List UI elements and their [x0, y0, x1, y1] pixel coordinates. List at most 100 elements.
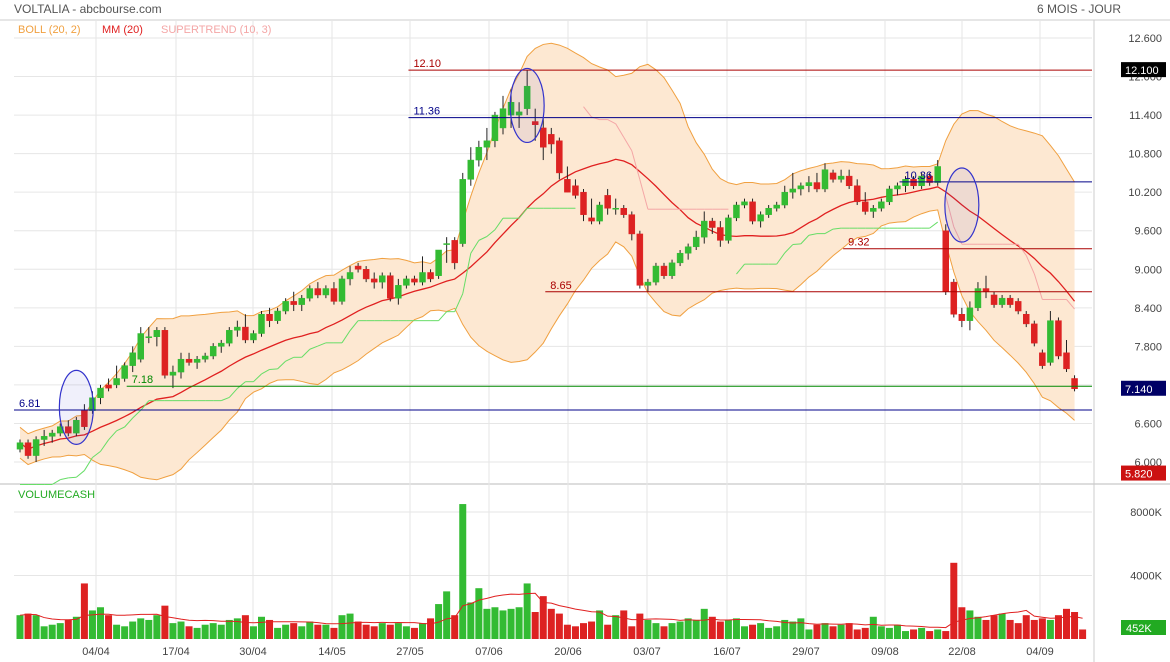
supertrend-segment	[277, 360, 286, 370]
candle	[604, 188, 611, 215]
candle-body	[1014, 301, 1022, 312]
candle	[886, 185, 893, 206]
volume-bar	[459, 504, 467, 639]
supertrend-segment	[253, 373, 262, 383]
candle-body	[998, 297, 1006, 305]
supertrend-segment	[1017, 243, 1027, 256]
time-tick-label: 30/04	[239, 646, 267, 658]
volume-bar	[185, 626, 193, 639]
volume-bar	[410, 627, 418, 639]
candle	[395, 278, 402, 305]
supertrend-segment	[784, 244, 794, 254]
candle-body	[250, 333, 257, 341]
candle	[789, 172, 797, 199]
volume-bar	[797, 618, 805, 639]
candle	[193, 356, 201, 369]
candle-body	[1047, 320, 1054, 363]
volume-bar	[48, 624, 56, 639]
volume-bar	[885, 627, 893, 639]
volume-bar	[531, 612, 539, 639]
candle	[644, 278, 652, 292]
candle	[612, 198, 619, 215]
candle-body	[1023, 313, 1030, 325]
candle	[403, 275, 410, 289]
volume-bar	[419, 623, 426, 639]
legend-boll: BOLL (20, 2)	[18, 24, 81, 36]
candle	[16, 439, 24, 453]
volume-bar	[370, 626, 378, 639]
candle	[258, 311, 265, 337]
candle	[636, 230, 644, 289]
candle-body	[16, 442, 24, 450]
candle	[620, 205, 627, 218]
time-tick-label: 09/08	[871, 646, 899, 658]
level-label: 9.32	[848, 237, 869, 249]
volume-bar	[290, 623, 298, 639]
candle	[113, 365, 120, 389]
candle	[845, 169, 853, 189]
volume-bar	[209, 623, 217, 639]
volume-bar	[298, 626, 306, 639]
volume-bar	[40, 626, 48, 639]
candle-body	[1063, 352, 1070, 370]
candle	[862, 192, 869, 215]
supertrend-segment	[1025, 255, 1035, 274]
candle-body	[435, 249, 442, 276]
max-price-box-text: 12.100	[1125, 65, 1159, 77]
candle-body	[483, 140, 491, 148]
candle	[362, 266, 370, 283]
candle-body	[781, 191, 788, 206]
candle	[105, 378, 112, 392]
candle-body	[153, 330, 161, 337]
volume-bar	[354, 621, 362, 639]
time-tick-label: 22/08	[948, 646, 976, 658]
candle-body	[40, 436, 48, 440]
candle-body	[894, 185, 901, 190]
volume-tick-label: 8000K	[1130, 507, 1162, 519]
candle-body	[346, 272, 354, 280]
supertrend-segment	[631, 150, 641, 180]
candle-body	[757, 214, 764, 222]
supertrend-segment	[808, 233, 818, 236]
volume-bar	[266, 619, 274, 639]
volume-bar	[588, 621, 596, 639]
candle-body	[185, 358, 193, 363]
candle-body	[274, 310, 281, 321]
volume-bar	[724, 619, 732, 639]
low-price-box-text: 5.820	[1125, 469, 1153, 481]
supertrend-segment	[1066, 299, 1075, 310]
candle-body	[362, 269, 370, 280]
bollinger-bands	[19, 42, 1075, 481]
candle	[1063, 339, 1070, 373]
volume-bar	[330, 627, 338, 639]
candle	[451, 237, 458, 270]
candle-body	[97, 387, 104, 399]
volume-bar	[274, 627, 282, 639]
volume-bar	[918, 627, 926, 639]
time-tick-label: 04/04	[82, 646, 110, 658]
candle-body	[604, 195, 611, 209]
candle-body	[540, 127, 547, 148]
volume-bar	[765, 627, 773, 639]
time-tick-label: 29/07	[792, 646, 820, 658]
volume-bar	[258, 616, 265, 639]
volume-bar	[1022, 615, 1030, 639]
candle-body	[443, 243, 450, 245]
candle	[773, 201, 780, 212]
candle-body	[258, 313, 265, 334]
volume-bar	[386, 624, 394, 639]
candle-body	[910, 179, 917, 187]
volume-bar	[467, 602, 475, 639]
candle-body	[572, 185, 579, 196]
candle-body	[209, 346, 217, 357]
candle	[169, 365, 177, 389]
candle-body	[837, 175, 845, 180]
price-tick-label: 8.400	[1134, 303, 1162, 315]
candle	[757, 211, 764, 228]
volume-bar	[861, 627, 869, 639]
candle-body	[290, 301, 297, 305]
candle-body	[709, 220, 716, 228]
volume-bar	[241, 615, 249, 639]
candle-body	[1031, 323, 1038, 344]
candle-body	[403, 278, 410, 286]
